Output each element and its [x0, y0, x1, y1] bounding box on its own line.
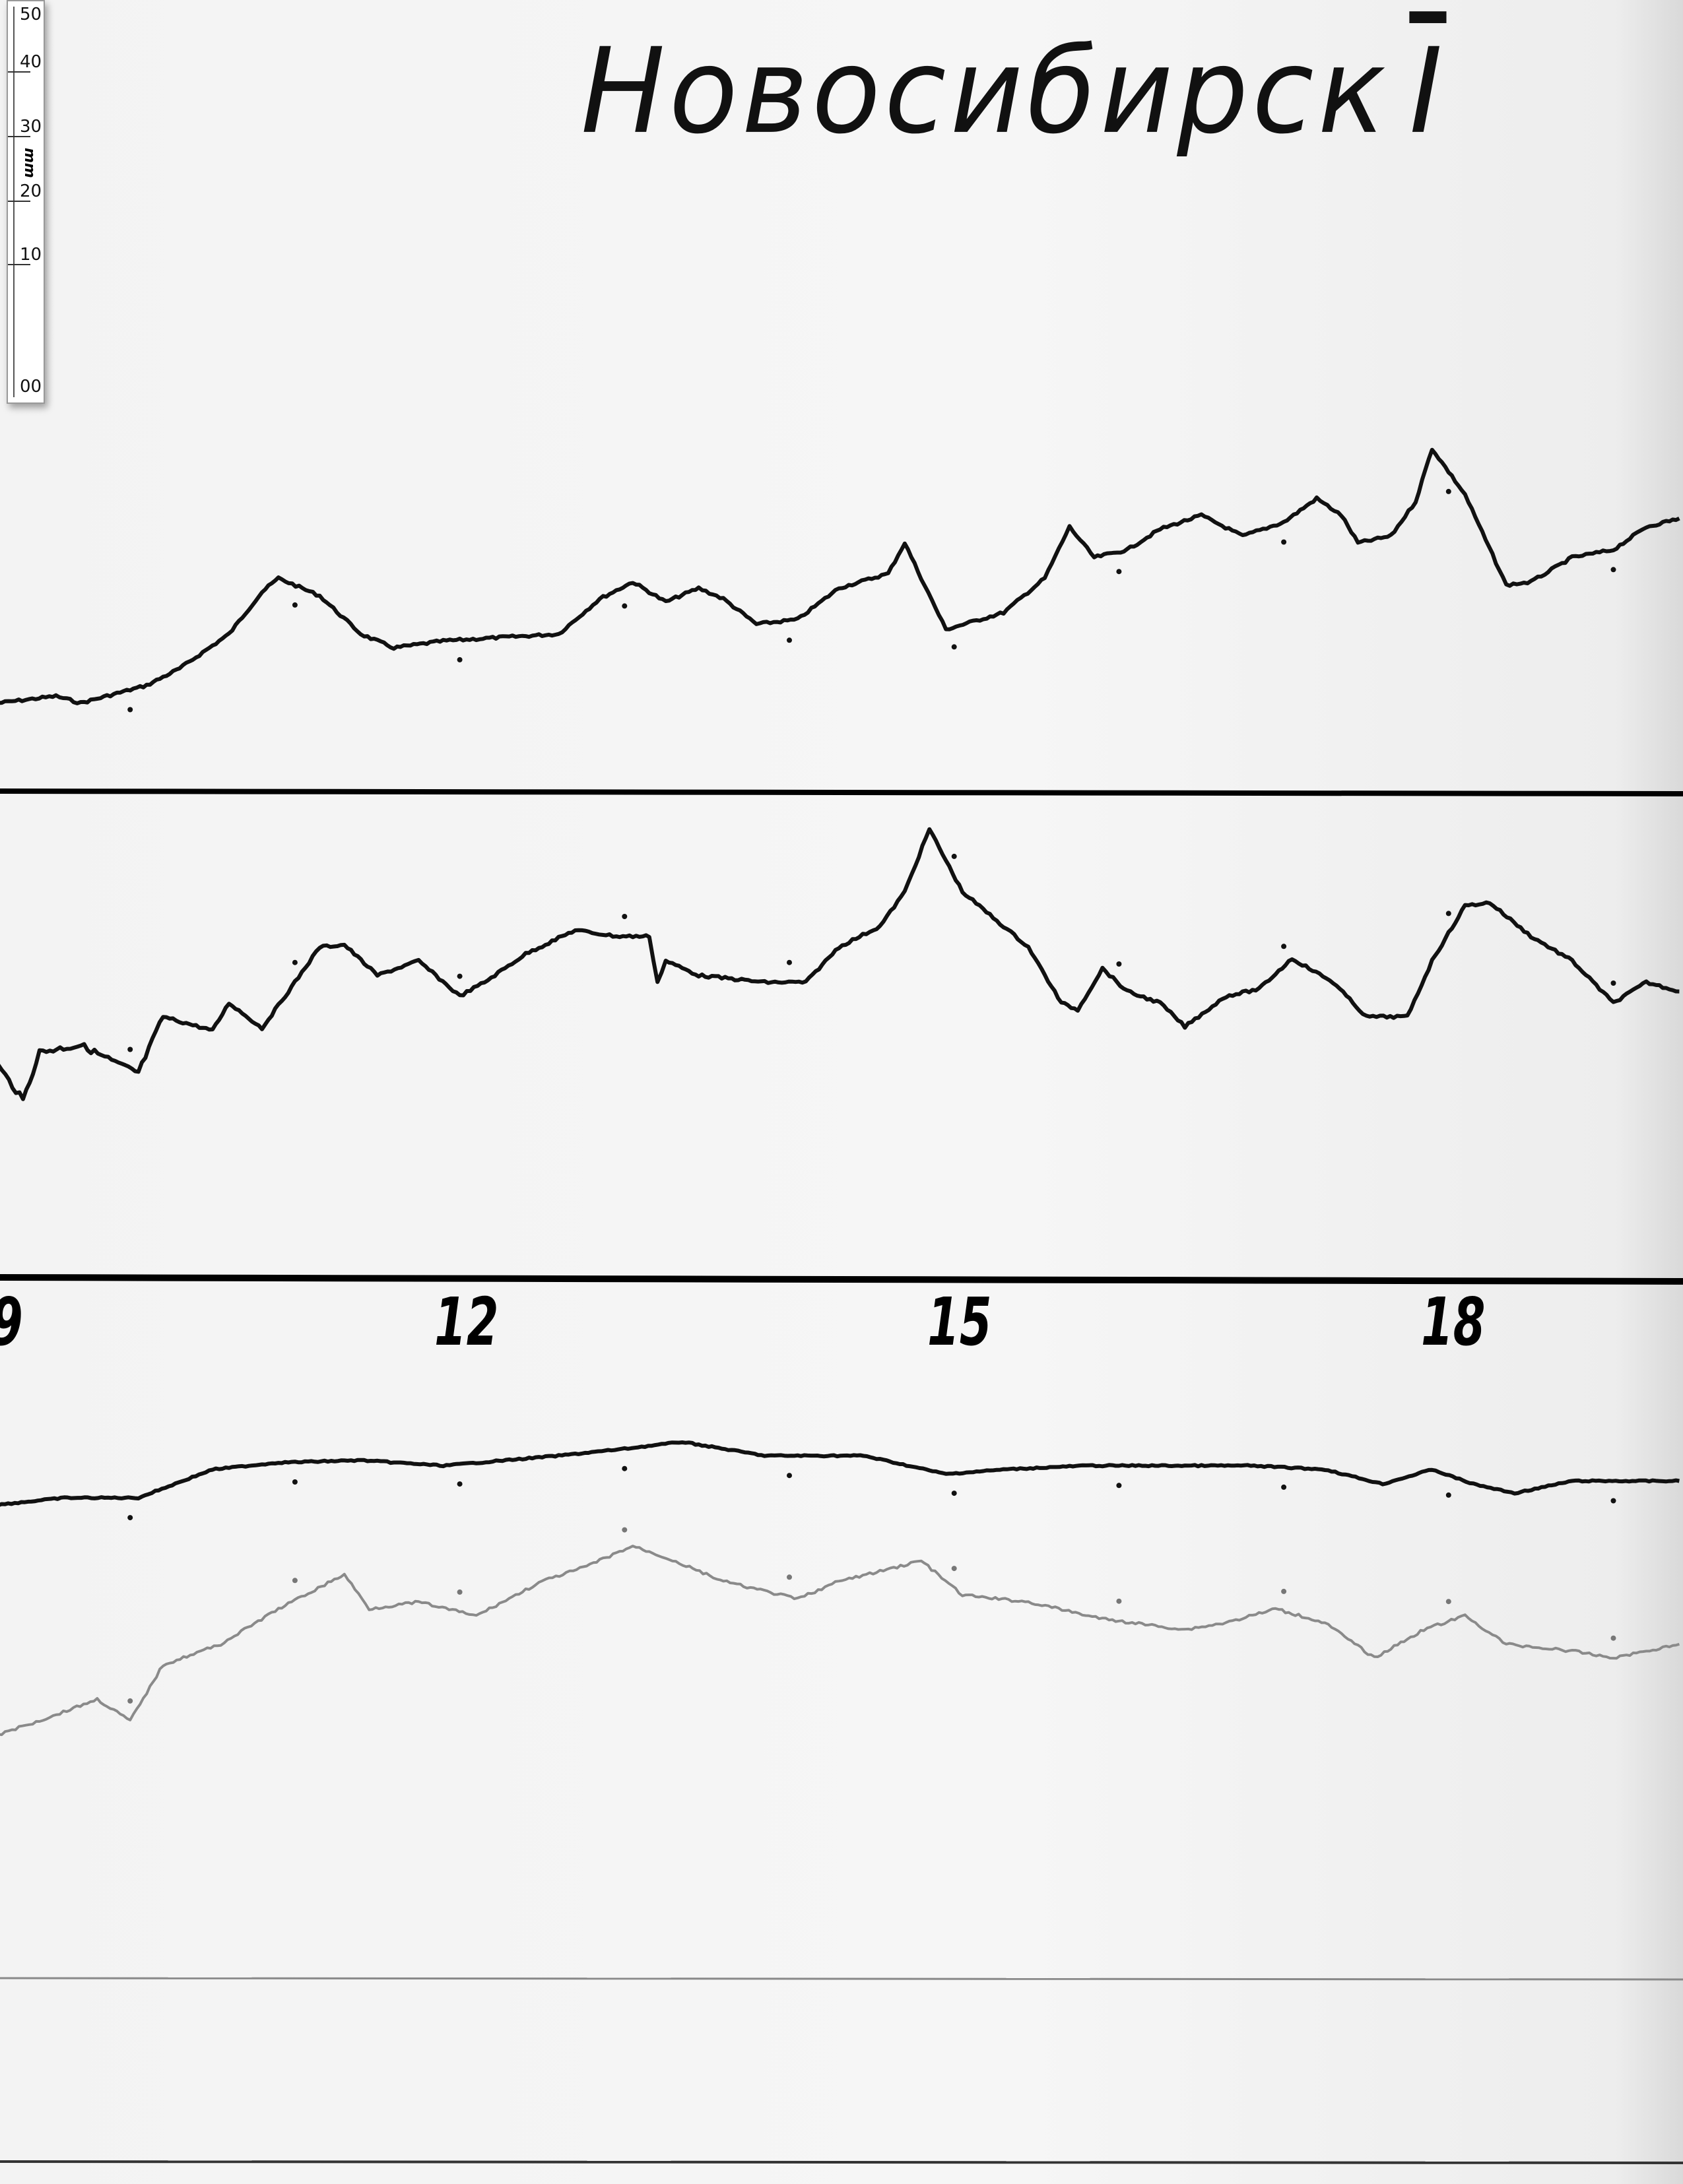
- hour-mark: [622, 1465, 628, 1471]
- ruler-label: 00: [20, 377, 42, 397]
- hour-mark: [622, 914, 628, 919]
- ruler-label: 20: [20, 181, 42, 201]
- hour-mark: [1281, 944, 1287, 949]
- hour-mark: [1610, 980, 1616, 986]
- trace-line-2: [0, 827, 1680, 1101]
- hour-mark: [951, 1491, 957, 1496]
- hour-mark: [951, 644, 957, 650]
- hour-label-15: 15: [927, 1283, 992, 1361]
- hour-mark: [1116, 1483, 1122, 1489]
- hour-mark: [127, 1698, 133, 1704]
- ruler-tick: [8, 71, 30, 73]
- hour-label-18: 18: [1421, 1283, 1486, 1361]
- hour-mark: [457, 1589, 463, 1595]
- hour-mark: [127, 707, 133, 713]
- hour-mark: [457, 973, 463, 979]
- hour-mark: [1281, 1484, 1287, 1490]
- ruler-label: 40: [20, 52, 42, 72]
- hour-mark: [787, 1473, 792, 1479]
- reference-line-lower: [0, 1977, 1683, 1981]
- hour-label-9: 9: [0, 1283, 23, 1361]
- mm-scale-ruler: 50 40 30 mm 20 10 00: [7, 0, 45, 404]
- hour-mark: [1445, 1492, 1451, 1498]
- hour-mark: [292, 602, 298, 608]
- hour-mark: [787, 959, 792, 965]
- hour-mark: [1445, 911, 1451, 916]
- hour-label-12: 12: [434, 1283, 499, 1361]
- hour-mark: [457, 657, 463, 662]
- hour-mark: [292, 1479, 298, 1485]
- hour-mark: [1281, 539, 1287, 545]
- ruler-label: 50: [20, 5, 42, 24]
- reference-line-middle: [0, 1274, 1683, 1285]
- hour-mark: [1281, 1588, 1287, 1594]
- hour-mark: [127, 1046, 133, 1052]
- trace-line-4: [0, 1545, 1680, 1737]
- hour-mark: [1116, 569, 1122, 575]
- hour-mark: [292, 1578, 298, 1584]
- hour-mark: [1116, 961, 1122, 967]
- hour-mark: [622, 603, 628, 609]
- ruler-label: 30: [20, 117, 42, 137]
- bottom-edge-line: [0, 2160, 1683, 2164]
- title-station: Новосибирск: [581, 23, 1390, 160]
- hour-mark: [1445, 488, 1451, 494]
- trace-line-1: [0, 447, 1680, 705]
- page-title: Новосибирск I: [581, 23, 1447, 160]
- hour-mark: [951, 853, 957, 859]
- hour-mark: [127, 1515, 133, 1521]
- title-roman-numeral: I: [1409, 23, 1447, 160]
- hour-mark: [1610, 1498, 1616, 1504]
- hour-mark: [787, 637, 792, 643]
- hour-mark: [1610, 1635, 1616, 1641]
- hour-mark: [1610, 567, 1616, 573]
- hour-mark: [787, 1574, 792, 1580]
- hour-mark: [951, 1566, 957, 1572]
- ruler-unit: mm: [21, 148, 38, 178]
- ruler-spine: [13, 7, 15, 397]
- hour-mark: [622, 1527, 628, 1533]
- hour-mark: [1116, 1598, 1122, 1604]
- ruler-label: 10: [20, 245, 42, 265]
- ruler-tick: [8, 136, 30, 137]
- trace-line-3: [0, 1440, 1680, 1507]
- hour-mark: [1445, 1599, 1451, 1605]
- reference-line-upper: [0, 788, 1683, 796]
- ruler-tick: [8, 201, 30, 202]
- ruler-tick: [8, 264, 30, 265]
- hour-mark: [457, 1481, 463, 1487]
- hour-mark: [292, 959, 298, 965]
